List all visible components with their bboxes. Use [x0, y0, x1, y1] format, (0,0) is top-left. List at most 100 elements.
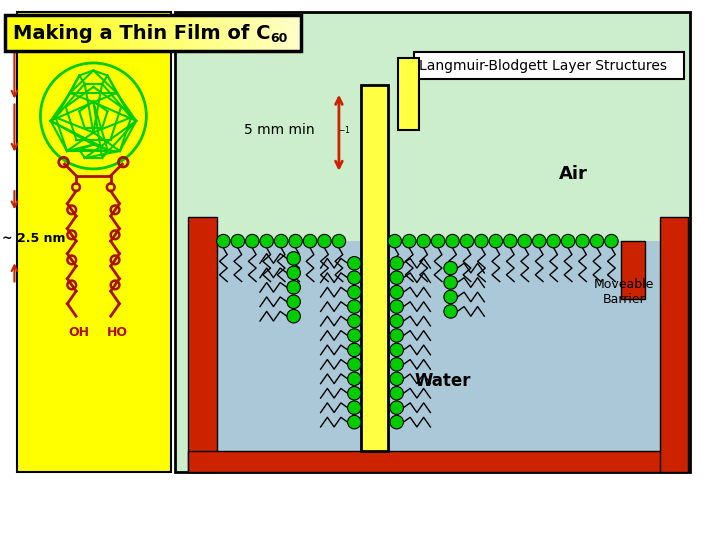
Circle shape [390, 271, 403, 285]
Circle shape [332, 234, 346, 248]
Circle shape [547, 234, 560, 248]
Bar [297, 15, 302, 51]
Text: Air: Air [559, 165, 588, 183]
Circle shape [518, 234, 531, 248]
Circle shape [444, 290, 457, 303]
Circle shape [287, 309, 300, 323]
Bar [660, 217, 688, 472]
Circle shape [590, 234, 603, 248]
Circle shape [318, 234, 331, 248]
Bar [45, 15, 50, 51]
Bar [49, 15, 55, 51]
Bar [188, 451, 688, 472]
Bar [178, 15, 184, 51]
Circle shape [348, 415, 361, 429]
Text: HO: HO [107, 326, 128, 339]
Circle shape [503, 234, 517, 248]
Circle shape [390, 387, 403, 400]
Bar [361, 85, 388, 451]
Text: OH: OH [68, 326, 89, 339]
Circle shape [287, 281, 300, 294]
Circle shape [388, 234, 402, 248]
Bar [94, 15, 99, 51]
Circle shape [231, 234, 245, 248]
Circle shape [289, 234, 302, 248]
Circle shape [348, 343, 361, 356]
Circle shape [444, 276, 457, 289]
Circle shape [533, 234, 546, 248]
Text: Water: Water [414, 372, 471, 390]
Circle shape [217, 234, 230, 248]
Bar [35, 15, 40, 51]
Circle shape [390, 415, 403, 429]
Circle shape [390, 372, 403, 386]
Bar [148, 15, 154, 51]
Bar [267, 15, 273, 51]
Circle shape [431, 234, 445, 248]
Bar [14, 15, 21, 51]
Circle shape [576, 234, 589, 248]
Circle shape [348, 372, 361, 386]
Bar [138, 15, 144, 51]
Bar [133, 15, 139, 51]
Bar [217, 15, 223, 51]
Bar [119, 15, 125, 51]
Circle shape [348, 387, 361, 400]
Circle shape [287, 252, 300, 265]
Circle shape [444, 305, 457, 318]
Bar [188, 15, 194, 51]
Bar [10, 15, 16, 51]
Text: ~ 2.5 nm: ~ 2.5 nm [2, 232, 66, 245]
Bar [237, 15, 243, 51]
Bar [84, 15, 90, 51]
Circle shape [446, 234, 459, 248]
Bar [104, 15, 109, 51]
Circle shape [444, 261, 457, 275]
Circle shape [40, 63, 146, 169]
Bar [175, 12, 690, 472]
Circle shape [260, 234, 274, 248]
Bar [247, 15, 253, 51]
Text: 5 mm min: 5 mm min [243, 123, 314, 137]
Bar [79, 15, 85, 51]
Bar [128, 15, 135, 51]
Bar [207, 15, 213, 51]
Circle shape [390, 286, 403, 299]
Bar [17, 12, 171, 472]
Bar [173, 15, 179, 51]
Bar [163, 15, 169, 51]
Circle shape [474, 234, 488, 248]
Circle shape [605, 234, 618, 248]
Bar [232, 15, 238, 51]
Bar [99, 15, 104, 51]
Bar [64, 15, 70, 51]
Circle shape [390, 357, 403, 371]
Circle shape [348, 314, 361, 328]
Bar [5, 15, 11, 51]
Bar [143, 15, 149, 51]
Text: $^{-1}$: $^{-1}$ [338, 125, 351, 136]
Bar [123, 15, 130, 51]
Bar [114, 15, 120, 51]
Circle shape [348, 401, 361, 414]
Bar [252, 15, 258, 51]
Bar [212, 15, 218, 51]
Bar [262, 15, 268, 51]
Text: Moveable
Barrier: Moveable Barrier [594, 278, 654, 306]
Bar [40, 15, 45, 51]
Bar [242, 15, 248, 51]
Circle shape [348, 256, 361, 270]
Bar [74, 15, 80, 51]
Bar [276, 15, 282, 51]
Bar [24, 15, 30, 51]
Circle shape [246, 234, 259, 248]
Bar [222, 15, 228, 51]
Bar [193, 15, 199, 51]
Circle shape [460, 234, 474, 248]
Bar [287, 15, 292, 51]
Circle shape [390, 300, 403, 313]
Bar [59, 15, 65, 51]
Bar [19, 15, 25, 51]
Bar [197, 15, 204, 51]
Circle shape [390, 329, 403, 342]
